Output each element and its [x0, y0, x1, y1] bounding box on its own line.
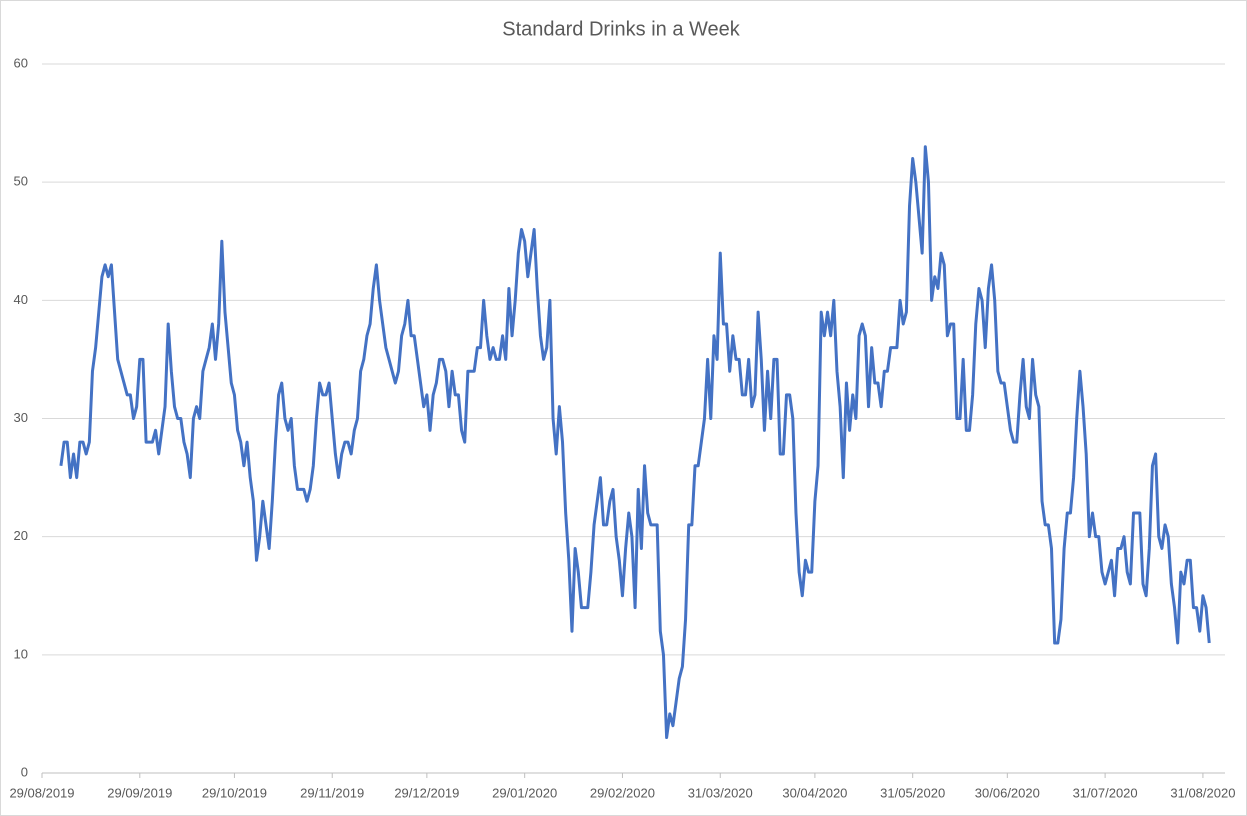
- y-tick-label: 60: [14, 55, 28, 70]
- y-tick-label: 50: [14, 174, 28, 189]
- x-tick-label: 30/06/2020: [975, 785, 1040, 800]
- x-tick-label: 31/03/2020: [688, 785, 753, 800]
- y-tick-label: 0: [21, 764, 28, 779]
- y-tick-label: 30: [14, 410, 28, 425]
- x-tick-label: 29/10/2019: [202, 785, 267, 800]
- x-tick-label: 30/04/2020: [782, 785, 847, 800]
- x-tick-label: 29/12/2019: [394, 785, 459, 800]
- y-tick-label: 40: [14, 292, 28, 307]
- y-tick-label: 10: [14, 646, 28, 661]
- y-tick-label: 20: [14, 528, 28, 543]
- x-tick-label: 31/08/2020: [1170, 785, 1235, 800]
- chart-title: Standard Drinks in a Week: [502, 18, 741, 40]
- x-tick-label: 29/11/2019: [300, 785, 364, 800]
- x-tick-label: 29/02/2020: [590, 785, 655, 800]
- x-tick-label: 29/08/2019: [9, 785, 74, 800]
- x-tick-label: 31/07/2020: [1073, 785, 1138, 800]
- x-tick-label: 29/01/2020: [492, 785, 557, 800]
- data-line: [59, 145, 1211, 740]
- x-tick-label: 31/05/2020: [880, 785, 945, 800]
- x-tick-label: 29/09/2019: [107, 785, 172, 800]
